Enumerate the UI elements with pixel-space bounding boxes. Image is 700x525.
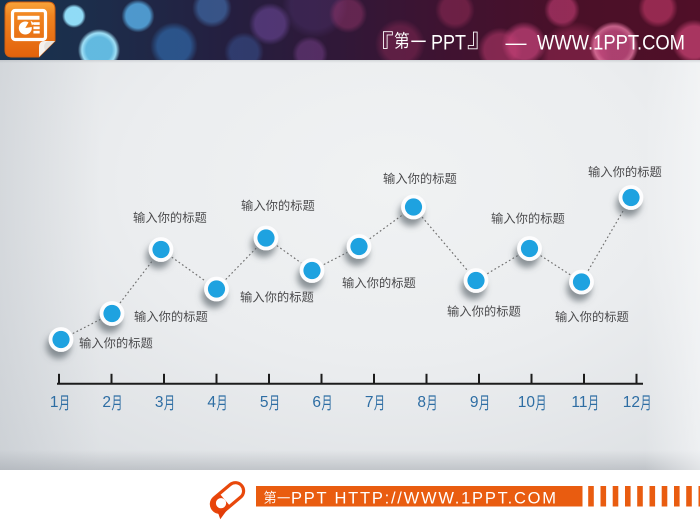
svg-text:1: 1 — [50, 394, 59, 411]
svg-text:3: 3 — [155, 394, 164, 411]
svg-text:8: 8 — [417, 394, 426, 411]
svg-text:12: 12 — [623, 394, 640, 411]
svg-text:—: — — [506, 31, 527, 54]
svg-text:9: 9 — [470, 394, 479, 411]
svg-text:6: 6 — [312, 394, 321, 411]
svg-text:7: 7 — [365, 394, 374, 411]
svg-text:PPT: PPT — [431, 31, 466, 54]
svg-text:10: 10 — [518, 394, 536, 411]
svg-text:11: 11 — [571, 394, 587, 411]
svg-text:2: 2 — [102, 394, 111, 411]
svg-text:4: 4 — [207, 394, 216, 411]
svg-text:5: 5 — [260, 394, 269, 411]
svg-text:PPT HTTP://WWW.1PPT.COM: PPT HTTP://WWW.1PPT.COM — [291, 489, 556, 507]
svg-text:WWW.1PPT.COM: WWW.1PPT.COM — [537, 31, 685, 54]
